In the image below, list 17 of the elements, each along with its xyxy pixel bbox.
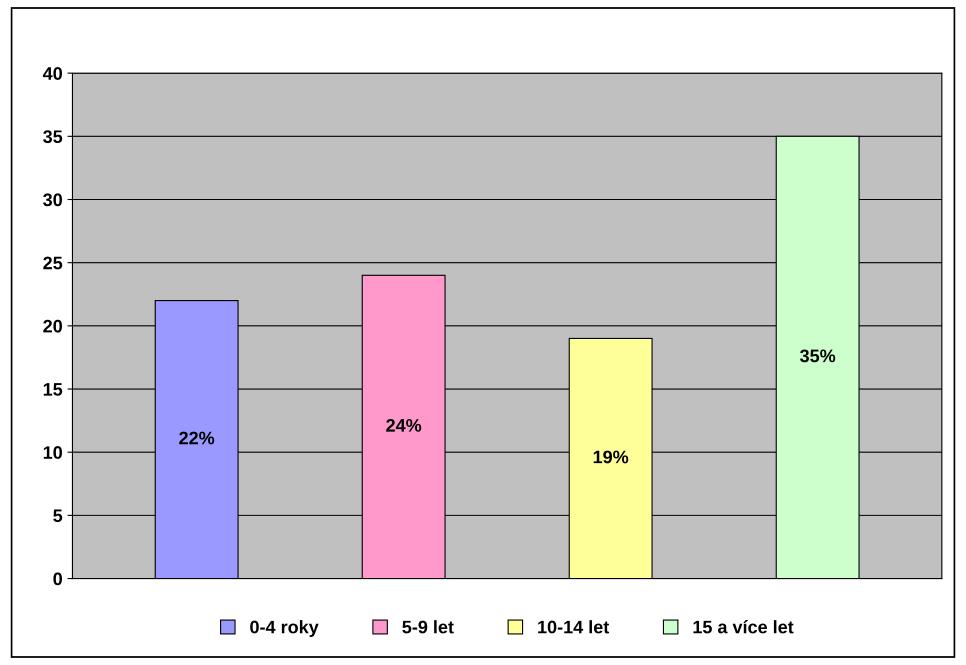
y-tick-label: 30: [43, 193, 62, 206]
legend-label: 10-14 let: [538, 620, 610, 634]
y-tick-label: 25: [43, 256, 62, 270]
y-tick-label: 10: [44, 446, 62, 459]
y-tick-label: 20: [43, 320, 62, 333]
y-tick-label: 15: [44, 383, 62, 396]
data-label: 24%: [386, 418, 422, 432]
y-tick-label: 35: [43, 130, 62, 144]
data-label: 19%: [594, 450, 628, 464]
legend-label: 15 a více let: [693, 620, 794, 634]
data-label: 22%: [179, 432, 214, 444]
y-tick-label: 40: [42, 67, 62, 80]
y-tick-label: 5: [53, 509, 62, 522]
data-label: 35%: [800, 350, 836, 362]
y-tick-label: 0: [53, 572, 62, 586]
legend-label: 0-4 roky: [250, 620, 319, 637]
legend-label: 5-9 let: [402, 620, 454, 634]
